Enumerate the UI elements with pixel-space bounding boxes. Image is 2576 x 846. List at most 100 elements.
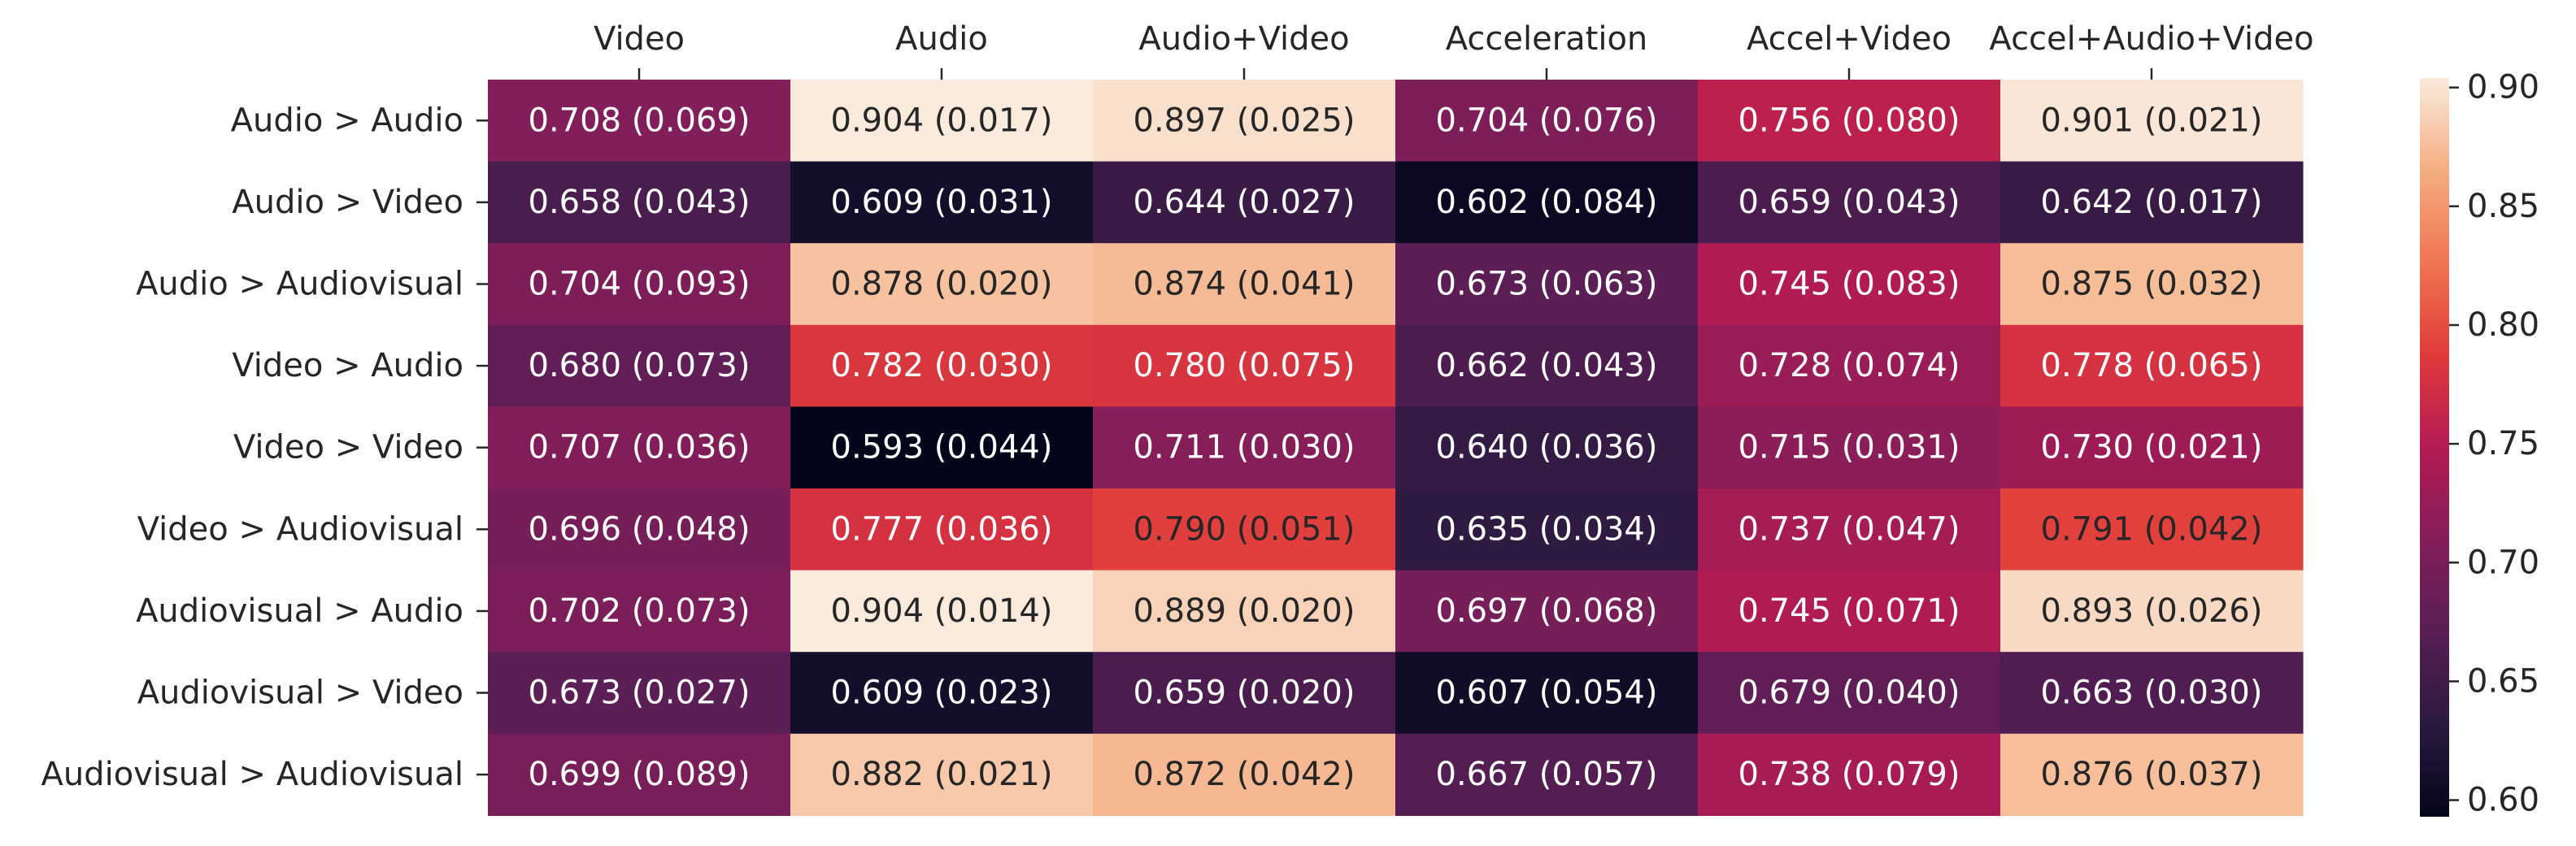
cell-value-label: 0.662 (0.043) [1436,347,1658,384]
heatmap-cell [790,570,1094,653]
cell-value-label: 0.878 (0.020) [831,266,1053,303]
cell-value-label: 0.635 (0.034) [1436,510,1658,548]
cell-value-label: 0.904 (0.017) [831,102,1053,139]
row-label: Audio > Audiovisual [136,266,463,303]
column-label: Video [594,20,685,58]
cell-value-label: 0.697 (0.068) [1436,592,1658,630]
cell-value-label: 0.704 (0.076) [1436,102,1658,139]
colorbar-gradient [2420,78,2449,817]
cell-value-label: 0.673 (0.027) [529,675,751,712]
cell-value-label: 0.658 (0.043) [529,184,751,221]
heatmap-cell [1395,406,1699,489]
row-label: Audiovisual > Video [137,675,463,712]
heatmap-cell [488,161,791,244]
heatmap-cell [1698,80,2001,163]
heatmap-cell [1698,733,2001,816]
heatmap-cell [1395,324,1699,407]
cell-value-label: 0.663 (0.030) [2041,675,2263,712]
cell-value-label: 0.659 (0.043) [1738,184,1960,221]
cell-value-label: 0.711 (0.030) [1134,429,1355,466]
heatmap-cell [2000,652,2304,735]
heatmap-cell [2000,80,2304,163]
heatmap-cell [1698,161,2001,244]
cell-value-label: 0.882 (0.021) [831,756,1053,793]
row-label: Audio > Video [232,184,463,221]
cell-value-label: 0.738 (0.079) [1738,756,1960,793]
heatmap-cell [1395,161,1699,244]
cell-value-label: 0.699 (0.089) [529,756,751,793]
row-label: Audio > Audio [231,102,463,139]
cell-value-label: 0.777 (0.036) [831,510,1053,548]
row-label: Video > Audiovisual [137,510,463,548]
heatmap-cell [488,570,791,653]
column-label: Audio [895,20,988,58]
heatmap-cell [2000,243,2304,326]
cell-value-label: 0.609 (0.023) [831,675,1053,712]
heatmap-cell [1395,733,1699,816]
cell-value-label: 0.680 (0.073) [529,347,751,384]
heatmap-cell [1093,80,1396,163]
heatmap-cell [1698,406,2001,489]
colorbar-tick-label: 0.85 [2467,188,2539,225]
heatmap-cell [1093,652,1396,735]
row-label: Video > Audio [232,347,463,384]
cell-value-label: 0.704 (0.093) [529,266,751,303]
cell-value-label: 0.602 (0.084) [1436,184,1658,221]
heatmap-cells [488,80,2304,816]
heatmap-cell [790,652,1094,735]
cell-value-label: 0.667 (0.057) [1436,756,1658,793]
cell-value-label: 0.756 (0.080) [1738,102,1960,139]
cell-value-label: 0.673 (0.063) [1436,266,1658,303]
cell-value-label: 0.790 (0.051) [1134,510,1355,548]
heatmap-cell [488,406,791,489]
cell-value-label: 0.593 (0.044) [831,429,1053,466]
heatmap-cell [1698,488,2001,571]
heatmap-cell [1093,733,1396,816]
cell-value-label: 0.659 (0.020) [1134,675,1355,712]
heatmap-cell [1395,570,1699,653]
cell-value-label: 0.791 (0.042) [2041,510,2263,548]
heatmap-cell [1395,488,1699,571]
heatmap-cell [1698,652,2001,735]
column-axis-top: Video Audio Audio+Video Acceleration Accel+V… [594,20,2314,80]
row-label: Audiovisual > Audiovisual [41,756,463,793]
colorbar-tick-label: 0.75 [2467,425,2539,462]
heatmap-cell [790,406,1094,489]
colorbar-tick-label: 0.65 [2467,662,2539,700]
cell-value-label: 0.737 (0.047) [1738,510,1960,548]
row-label: Audiovisual > Audio [136,592,463,630]
cell-value-label: 0.876 (0.037) [2041,756,2263,793]
colorbar-tick-label: 0.70 [2467,544,2539,581]
cell-value-label: 0.889 (0.020) [1134,592,1355,630]
heatmap-cell [488,733,791,816]
heatmap-cell [1093,161,1396,244]
colorbar-tick-label: 0.90 [2467,69,2539,106]
column-label: Accel+Audio+Video [1989,20,2313,58]
heatmap-cell [1395,243,1699,326]
cell-value-label: 0.782 (0.030) [831,347,1053,384]
cell-value-label: 0.707 (0.036) [529,429,751,466]
cell-value-label: 0.644 (0.027) [1134,184,1355,221]
heatmap-cell [2000,733,2304,816]
heatmap-cell [1698,324,2001,407]
column-label: Acceleration [1446,20,1648,58]
cell-value-label: 0.745 (0.071) [1738,592,1960,630]
row-axis-left: Audio > Audio Audio > Video Audio > Audiov… [41,102,488,793]
cell-value-label: 0.715 (0.031) [1738,429,1960,466]
heatmap-cell [1698,243,2001,326]
heatmap-cell [790,243,1094,326]
heatmap-cell [488,324,791,407]
cell-value-label: 0.607 (0.054) [1436,675,1658,712]
heatmap-cell [1395,652,1699,735]
heatmap-cell [488,488,791,571]
cell-value-label: 0.702 (0.073) [529,592,751,630]
colorbar: 0.60 0.65 0.70 0.75 0.80 0.85 0.90 [2420,69,2539,819]
cell-value-label: 0.640 (0.036) [1436,429,1658,466]
heatmap-cell [2000,488,2304,571]
cell-value-label: 0.872 (0.042) [1134,756,1355,793]
column-label: Accel+Video [1747,20,1952,58]
cell-value-label: 0.609 (0.031) [831,184,1053,221]
heatmap-cell [790,488,1094,571]
heatmap-cell [2000,406,2304,489]
